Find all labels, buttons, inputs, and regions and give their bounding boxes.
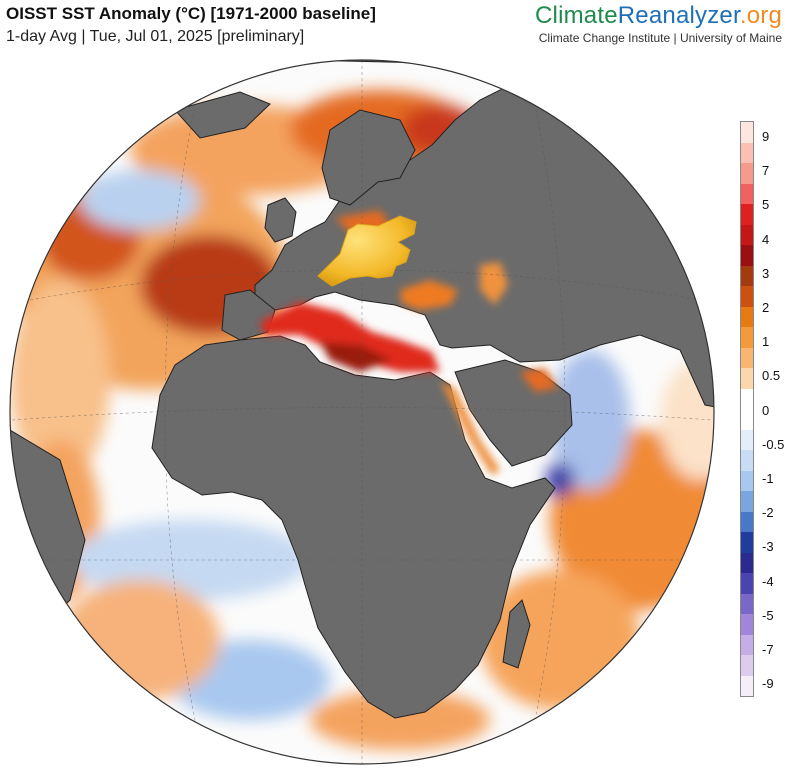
colorbar-segment (741, 368, 753, 389)
colorbar-segment (741, 655, 753, 676)
brand-logo-part-3: .org (739, 2, 782, 29)
brand-logo-part-1: Climate (535, 2, 618, 29)
organization-credit: Climate Change Institute | University of… (538, 31, 782, 45)
colorbar-segment (741, 306, 753, 327)
colorbar (740, 121, 754, 697)
map-subtitle: 1-day Avg | Tue, Jul 01, 2025 [prelimina… (6, 28, 305, 45)
colorbar-segment (741, 593, 753, 614)
colorbar-label: -1 (762, 471, 774, 486)
graticule (11, 60, 713, 764)
colorbar-segment (741, 675, 753, 696)
colorbar-segment (741, 142, 753, 163)
pointing-hand-icon (317, 215, 417, 287)
colorbar-segment (741, 491, 753, 512)
map-title: OISST SST Anomaly (°C) [1971-2000 baseli… (6, 4, 376, 23)
colorbar-segment (741, 122, 753, 143)
colorbar-label: 9 (762, 129, 770, 144)
colorbar-segment (741, 286, 753, 307)
colorbar-segment (741, 204, 753, 225)
colorbar-segment (741, 265, 753, 286)
colorbar-segment (741, 163, 753, 184)
colorbar-segment (741, 245, 753, 266)
colorbar-segment (741, 511, 753, 532)
colorbar-label: -3 (762, 539, 774, 555)
colorbar-segment (741, 634, 753, 655)
colorbar-label: 2 (762, 300, 770, 315)
colorbar-segment (741, 347, 753, 368)
colorbar-segment (741, 409, 753, 430)
globe-surface (10, 60, 714, 764)
colorbar-label: 7 (762, 163, 770, 179)
colorbar-label: -0.5 (762, 436, 785, 452)
colorbar-segment (741, 327, 753, 348)
colorbar-label: 3 (762, 265, 770, 281)
colorbar-label: 5 (762, 197, 770, 213)
colorbar-segment (741, 388, 753, 409)
colorbar-segment (741, 470, 753, 491)
colorbar-segment (741, 532, 753, 553)
colorbar-label: -9 (762, 676, 774, 692)
colorbar-label: 4 (762, 231, 770, 247)
brand-logo[interactable]: ClimateReanalyzer.org (535, 2, 782, 30)
colorbar-segment (741, 614, 753, 635)
colorbar-label: -2 (762, 505, 774, 521)
colorbar-label: -7 (762, 642, 774, 657)
colorbar-segment (741, 224, 753, 245)
colorbar-segment (741, 450, 753, 471)
colorbar-segment (741, 183, 753, 204)
globe-outline (9, 59, 715, 765)
brand-logo-part-2: Reanalyzer (617, 2, 740, 29)
colorbar-label: 0 (762, 402, 770, 418)
colorbar-segment (741, 429, 753, 450)
colorbar-segment (741, 573, 753, 594)
colorbar-segment (741, 552, 753, 573)
colorbar-label: -5 (762, 607, 774, 623)
colorbar-label: 0.5 (762, 368, 781, 384)
colorbar-label: -4 (762, 573, 774, 589)
colorbar-label: 1 (762, 334, 770, 350)
